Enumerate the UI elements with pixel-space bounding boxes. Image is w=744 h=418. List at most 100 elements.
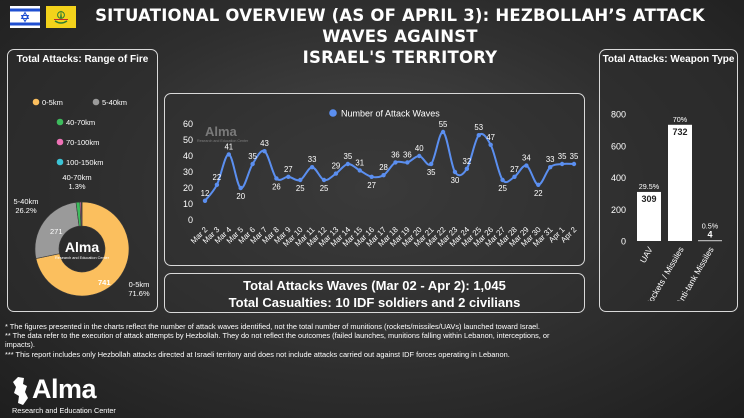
pie-value-5-40km: 271 xyxy=(50,227,63,236)
bar-xtick-0: UAV xyxy=(638,245,655,265)
line-point-28 xyxy=(536,182,541,187)
bar-ytick-1: 200 xyxy=(611,205,626,215)
line-data-label-30: 35 xyxy=(558,152,567,161)
line-point-22 xyxy=(464,166,470,171)
line-point-19 xyxy=(428,161,434,167)
line-ytick-3: 30 xyxy=(183,167,193,177)
total-casualties: Total Casualties: 10 IDF soldiers and 2 … xyxy=(228,295,521,310)
pie-pct-40-70km: 1.3% xyxy=(68,182,85,191)
line-point-17 xyxy=(405,160,410,165)
line-data-label-3: 20 xyxy=(236,192,245,201)
line-point-13 xyxy=(357,168,362,173)
line-point-29 xyxy=(547,165,553,170)
line-point-4 xyxy=(250,161,255,167)
line-data-label-23: 53 xyxy=(474,123,483,132)
totals-panel: Total Attacks Waves (Mar 02 - Apr 2): 1,… xyxy=(164,273,585,313)
line-ytick-0: 0 xyxy=(188,215,193,225)
line-point-27 xyxy=(524,163,529,168)
line-point-3 xyxy=(238,185,243,191)
line-point-21 xyxy=(452,169,458,175)
line-point-11 xyxy=(333,171,339,176)
line-point-5 xyxy=(262,149,267,154)
bar-2 xyxy=(698,240,722,242)
pie-legend-marker-3 xyxy=(56,138,64,146)
hezbollah-flag-icon xyxy=(46,6,76,28)
line-data-label-18: 40 xyxy=(415,144,424,153)
line-data-label-22: 32 xyxy=(463,157,472,166)
pie-slice-100-150km xyxy=(81,201,83,227)
line-ytick-6: 60 xyxy=(183,119,193,129)
bar-value-label-1: 732 xyxy=(672,127,687,137)
line-data-label-1: 22 xyxy=(213,173,222,182)
alma-logo-name: Alma xyxy=(32,374,97,404)
line-data-label-29: 33 xyxy=(546,155,555,164)
pie-legend-label-3: 70-100km xyxy=(66,138,99,147)
line-data-label-14: 27 xyxy=(367,181,376,190)
bar-ytick-0: 0 xyxy=(621,237,626,247)
line-ytick-4: 40 xyxy=(183,151,193,161)
pie-value-0-5km: 741 xyxy=(98,278,111,287)
alma-logo-subtitle: Research and Education Center xyxy=(12,406,116,415)
line-ytick-1: 10 xyxy=(183,199,193,209)
line-data-label-20: 55 xyxy=(439,120,448,129)
line-point-14 xyxy=(369,174,374,179)
line-watermark-sub: Research and Education Center xyxy=(197,139,249,143)
bar-pct-label-2: 0.5% xyxy=(702,221,719,230)
pie-legend-label-1: 5-40km xyxy=(102,98,127,107)
line-data-label-12: 35 xyxy=(343,152,352,161)
line-data-label-7: 27 xyxy=(284,165,293,174)
range-of-fire-pie-chart: 0-5km 5-40km 40-70km 70-100km 100-150km AlmaR… xyxy=(13,98,150,298)
line-data-label-2: 41 xyxy=(224,142,233,151)
line-legend-marker xyxy=(329,109,337,117)
pie-legend-label-0: 0-5km xyxy=(42,98,63,107)
line-point-1 xyxy=(214,182,220,187)
pie-name-5-40km: 5-40km xyxy=(13,197,38,206)
line-data-label-5: 43 xyxy=(260,139,269,148)
line-watermark-name: Alma xyxy=(205,124,238,139)
bar-value-label-0: 309 xyxy=(641,194,656,204)
line-point-10 xyxy=(321,177,327,183)
pie-name-40-70km: 40-70km xyxy=(62,173,91,182)
pie-legend-marker-1 xyxy=(92,98,100,106)
pie-legend-label-2: 40-70km xyxy=(66,118,95,127)
weapon-type-panel: Total Attacks: Weapon Type 0 200 400 600 800… xyxy=(599,49,738,312)
line-data-label-17: 36 xyxy=(403,150,412,159)
line-point-26 xyxy=(512,174,517,179)
pie-pct-0-5km: 71.6% xyxy=(128,289,150,298)
line-point-24 xyxy=(488,142,493,147)
line-ytick-2: 20 xyxy=(183,183,193,193)
line-point-15 xyxy=(381,173,386,178)
footnote-1: * The figures presented in the charts re… xyxy=(5,322,540,331)
pie-watermark-name: Alma xyxy=(65,239,99,255)
page-title-line-1: SITUATIONAL OVERVIEW (AS OF APRIL 3): HE… xyxy=(95,6,705,46)
line-point-2 xyxy=(226,152,232,157)
line-point-8 xyxy=(298,177,303,183)
line-point-31 xyxy=(571,161,577,167)
range-of-fire-title: Total Attacks: Range of Fire xyxy=(16,54,149,65)
line-data-label-28: 22 xyxy=(534,189,543,198)
israel-flag-icon xyxy=(10,6,40,28)
line-data-label-16: 36 xyxy=(391,150,400,159)
line-data-label-10: 25 xyxy=(320,184,329,193)
pie-slice-0-5km xyxy=(35,201,130,297)
alma-map-icon xyxy=(13,377,28,405)
bar-1 xyxy=(668,124,692,241)
line-data-label-0: 12 xyxy=(201,189,210,198)
bar-pct-label-0: 29.5% xyxy=(639,182,660,191)
line-point-6 xyxy=(274,176,279,181)
attack-waves-panel: Number of Attack Waves Alma Research and E… xyxy=(164,93,585,266)
line-point-9 xyxy=(309,165,315,170)
line-data-label-15: 28 xyxy=(379,163,388,172)
line-point-18 xyxy=(417,153,422,159)
footnotes: * The figures presented in the charts re… xyxy=(5,322,740,359)
footnote-2-cont: impacts). xyxy=(5,340,35,350)
line-point-16 xyxy=(393,160,398,165)
pie-pct-5-40km: 26.2% xyxy=(15,206,37,215)
bar-0 xyxy=(637,191,661,241)
line-data-label-4: 35 xyxy=(248,152,257,161)
total-attack-waves: Total Attacks Waves (Mar 02 - Apr 2): 1,… xyxy=(243,278,506,293)
pie-legend-marker-0 xyxy=(32,98,40,106)
range-of-fire-panel: Total Attacks: Range of Fire 0-5km 5-40km… xyxy=(7,49,158,312)
line-data-label-8: 25 xyxy=(296,184,305,193)
